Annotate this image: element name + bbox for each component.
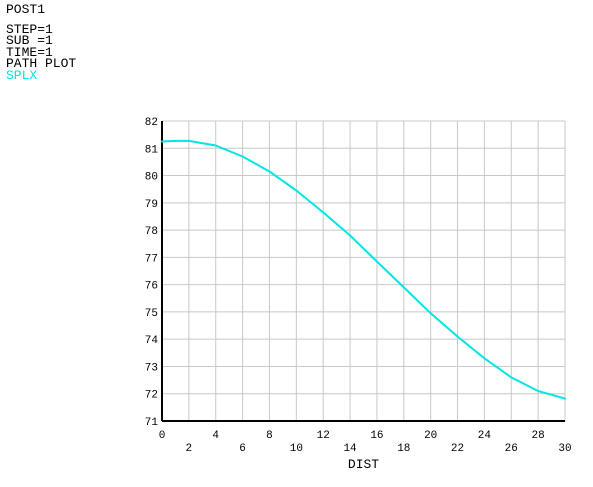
x-tick-label: 12 bbox=[317, 430, 330, 442]
post-title: POST1 bbox=[6, 2, 46, 17]
x-tick-label: 26 bbox=[505, 443, 518, 455]
x-axis-title: DIST bbox=[348, 457, 379, 472]
data-point bbox=[322, 211, 325, 214]
x-tick-label: 28 bbox=[532, 430, 545, 442]
x-tick-label: 6 bbox=[239, 443, 246, 455]
y-tick-label: 81 bbox=[145, 144, 159, 156]
data-point bbox=[349, 234, 351, 237]
y-tick-label: 72 bbox=[145, 390, 158, 402]
data-point bbox=[268, 170, 271, 173]
grid-layer bbox=[161, 120, 566, 422]
data-point bbox=[241, 155, 244, 158]
y-tick-label: 76 bbox=[145, 281, 158, 293]
series-legend-label: SPLX bbox=[6, 67, 38, 83]
x-tick-label: 2 bbox=[186, 443, 193, 455]
y-tick-label: 80 bbox=[145, 172, 158, 184]
y-tick-label: 79 bbox=[145, 199, 158, 211]
y-tick-label: 77 bbox=[145, 253, 158, 265]
data-point bbox=[510, 376, 513, 379]
x-tick-label: 10 bbox=[290, 443, 303, 455]
y-tick-label: 74 bbox=[145, 335, 159, 347]
data-point bbox=[295, 189, 298, 192]
x-tick-label: 24 bbox=[478, 430, 492, 442]
x-tick-label: 30 bbox=[558, 443, 571, 455]
y-tick-label: 73 bbox=[145, 362, 158, 374]
x-tick-label: 8 bbox=[266, 430, 273, 442]
data-point bbox=[537, 390, 539, 392]
data-point bbox=[483, 357, 486, 360]
data-point bbox=[174, 140, 177, 142]
x-tick-label: 18 bbox=[397, 443, 410, 455]
plot-type-label: PATH PLOT bbox=[6, 56, 77, 72]
tick-label-layer: 7172737475767778798081820246810121416182… bbox=[145, 117, 572, 455]
x-tick-label: 0 bbox=[159, 430, 166, 442]
data-point bbox=[376, 260, 378, 263]
header-info: POST1 STEP=1 SUB =1 TIME=1 PATH PLOT SPL… bbox=[6, 2, 77, 83]
data-point bbox=[403, 286, 405, 289]
step-label: STEP=1 bbox=[6, 21, 53, 37]
data-point bbox=[456, 335, 459, 338]
sub-label: SUB =1 bbox=[6, 33, 53, 49]
data-point bbox=[564, 397, 566, 400]
data-point bbox=[161, 140, 163, 143]
series-layer bbox=[161, 139, 566, 400]
x-tick-label: 16 bbox=[370, 430, 383, 442]
y-tick-label: 78 bbox=[145, 226, 158, 238]
data-point bbox=[188, 140, 190, 142]
data-point bbox=[429, 312, 432, 315]
axis-layer bbox=[161, 121, 565, 422]
y-tick-label: 75 bbox=[145, 308, 158, 320]
time-label: TIME=1 bbox=[6, 44, 53, 60]
x-tick-label: 22 bbox=[451, 443, 464, 455]
data-point bbox=[214, 144, 217, 147]
series-line-splx bbox=[161, 139, 566, 400]
y-tick-label: 82 bbox=[145, 117, 158, 129]
x-tick-label: 4 bbox=[212, 430, 219, 442]
y-tick-label: 71 bbox=[145, 417, 159, 429]
x-tick-label: 20 bbox=[424, 430, 437, 442]
x-tick-label: 14 bbox=[343, 443, 357, 455]
